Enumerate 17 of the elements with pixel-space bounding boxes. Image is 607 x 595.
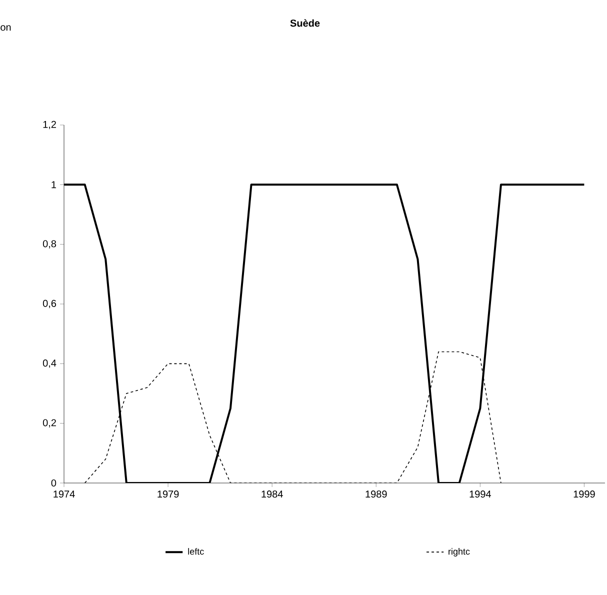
- y-tick-label: 0,4: [42, 360, 56, 368]
- y-tick-label: 1,2: [43, 120, 56, 130]
- y-tick-label: 0,2: [42, 419, 56, 428]
- y-tick-label: 0,6: [42, 300, 56, 308]
- x-tick-label: 1979: [158, 490, 179, 498]
- x-tick-label: 1984: [262, 490, 283, 498]
- text: on: [0, 25, 11, 31]
- x-tick-label: 1989: [366, 490, 387, 498]
- y-tick-label: 0,8: [42, 240, 56, 248]
- x-tick-label: 1974: [54, 490, 75, 498]
- legend-label: leftc: [188, 548, 204, 555]
- x-tick-label: 1999: [574, 490, 595, 498]
- x-tick-label: 1994: [470, 490, 491, 498]
- legend-label: rightc: [448, 548, 470, 556]
- chart-title: Suède: [290, 19, 320, 27]
- y-tick-label: 1: [52, 181, 56, 188]
- y-tick-label: 0: [51, 479, 56, 487]
